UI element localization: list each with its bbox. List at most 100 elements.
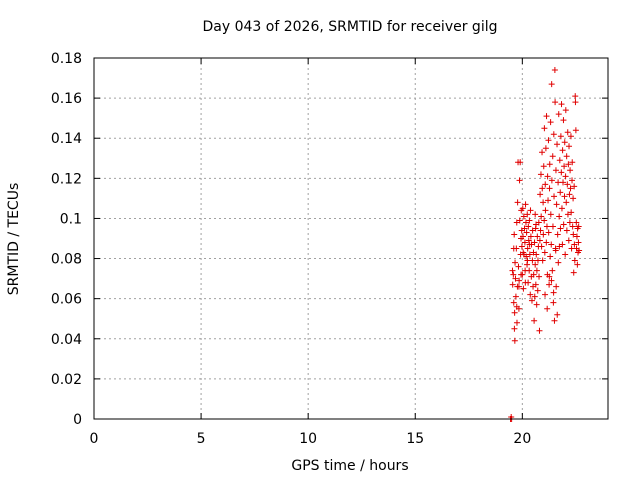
data-point (511, 231, 518, 238)
data-point (533, 251, 540, 258)
data-point (524, 257, 531, 264)
y-tick-labels: 0 0.02 0.04 0.06 0.08 0.1 0.12 0.14 0.16 0.18 (51, 51, 82, 428)
chart-title: Day 043 of 2026, SRMTID for receiver gil… (203, 19, 498, 35)
data-point (575, 223, 582, 230)
data-point (550, 299, 557, 306)
data-point (533, 301, 540, 308)
data-point (566, 143, 573, 150)
y-tick-label: 0.16 (51, 91, 82, 107)
data-point (510, 271, 517, 278)
data-point (534, 287, 541, 294)
data-point (566, 219, 573, 226)
data-point (573, 219, 580, 226)
data-point (565, 161, 572, 168)
data-point (519, 205, 526, 212)
data-point (552, 247, 559, 254)
data-point (547, 253, 554, 260)
data-point (569, 159, 576, 166)
data-point (510, 299, 517, 306)
data-point (546, 273, 553, 280)
data-point (546, 161, 553, 168)
data-point (518, 271, 525, 278)
y-tick-label: 0.18 (51, 51, 82, 67)
data-point (549, 267, 556, 274)
data-point (572, 93, 579, 100)
data-point (543, 223, 550, 230)
data-point (540, 231, 547, 238)
data-point (543, 239, 550, 246)
data-point (527, 291, 534, 298)
x-tick-label: 15 (406, 431, 424, 447)
data-point (537, 191, 544, 198)
data-point (516, 217, 523, 224)
data-point (563, 227, 570, 234)
data-point (523, 253, 530, 260)
x-tick-label: 20 (513, 431, 531, 447)
data-point (558, 205, 565, 212)
data-point (561, 163, 568, 170)
data-point (574, 261, 581, 268)
data-point (522, 219, 529, 226)
data-point (538, 213, 545, 220)
data-point (563, 153, 570, 160)
data-point (566, 191, 573, 198)
data-point (520, 213, 527, 220)
data-point (515, 263, 522, 270)
data-point (542, 181, 549, 188)
data-point (521, 225, 528, 232)
data-point (548, 241, 555, 248)
data-point (571, 257, 578, 264)
data-point (525, 237, 532, 244)
data-point (526, 241, 533, 248)
data-point (559, 241, 566, 248)
data-point (560, 179, 567, 186)
data-point (558, 101, 565, 108)
data-point (557, 189, 564, 196)
data-point (560, 117, 567, 124)
data-point (555, 111, 562, 118)
data-point (546, 185, 553, 192)
data-point (509, 267, 516, 274)
data-point (562, 251, 569, 258)
data-point (547, 119, 554, 126)
data-point (526, 217, 533, 224)
data-point (543, 113, 550, 120)
data-point (558, 169, 565, 176)
y-tick-label: 0.04 (51, 332, 82, 348)
data-point (527, 207, 534, 214)
data-point (554, 231, 561, 238)
data-point (537, 227, 544, 234)
data-point (545, 137, 552, 144)
y-tick-label: 0.14 (51, 131, 82, 147)
data-point (552, 167, 559, 174)
data-point (549, 153, 556, 160)
data-point (569, 223, 576, 230)
y-tick-label: 0 (73, 412, 82, 428)
data-point (522, 279, 529, 286)
data-point (516, 177, 523, 184)
data-point (565, 237, 572, 244)
data-point (526, 267, 533, 274)
data-point (534, 233, 541, 240)
grid-lines (94, 58, 608, 419)
data-point (573, 233, 580, 240)
data-point (512, 259, 519, 266)
data-point (541, 125, 548, 132)
data-point (560, 221, 567, 228)
data-point (545, 197, 552, 204)
data-point (527, 233, 534, 240)
data-point (523, 229, 530, 236)
data-point (536, 273, 543, 280)
data-point (553, 283, 560, 290)
data-point (521, 239, 528, 246)
data-point (572, 99, 579, 106)
data-point (551, 193, 558, 200)
data-point (552, 99, 559, 106)
data-point (562, 107, 569, 114)
data-point (554, 311, 561, 318)
data-point (531, 293, 538, 300)
data-point (525, 223, 532, 230)
data-point (549, 223, 556, 230)
data-point (567, 167, 574, 174)
